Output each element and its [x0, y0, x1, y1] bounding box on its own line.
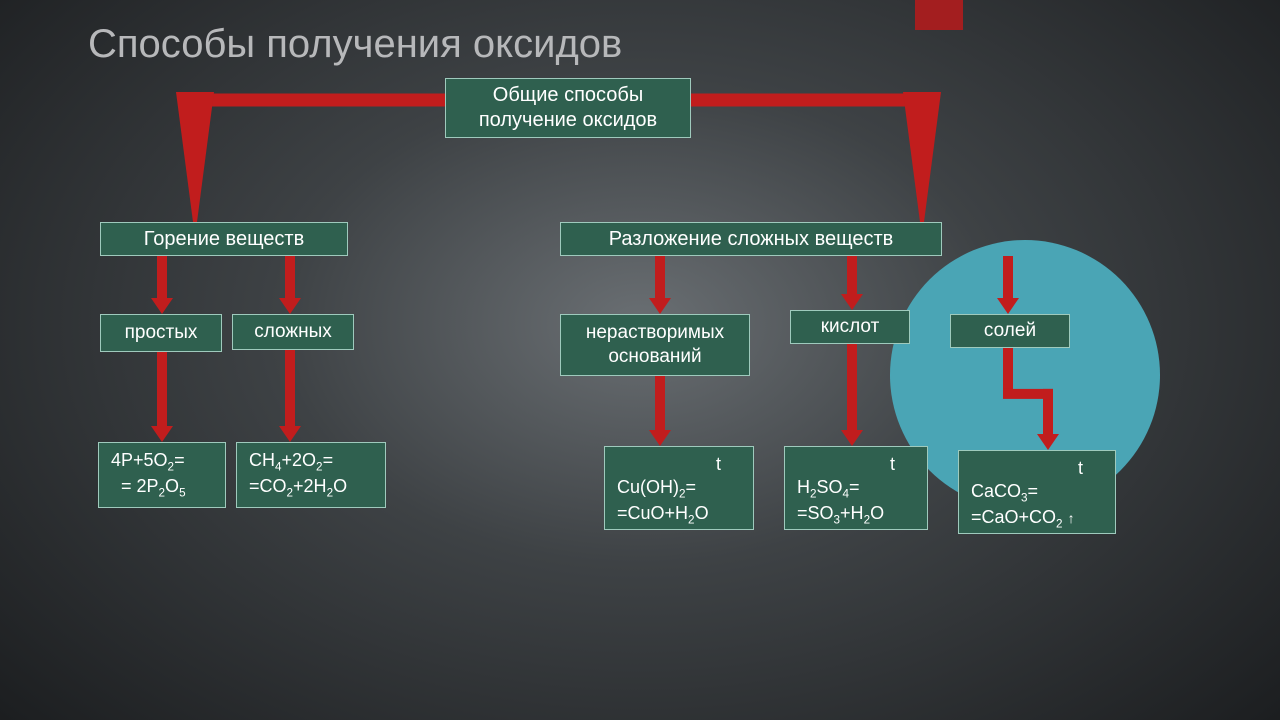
box-b2c: солей — [950, 314, 1070, 348]
box-f5: tCaCO3==CaO+CO2 ↑ — [958, 450, 1116, 534]
box-b2a: нерастворимых оснований — [560, 314, 750, 376]
box-b2: Разложение сложных веществ — [560, 222, 942, 256]
box-b2b: кислот — [790, 310, 910, 344]
box-f4: tH2SO4==SO3+H2O — [784, 446, 928, 530]
box-b1b: сложных — [232, 314, 354, 350]
box-f2: CH4+2O2==CO2+2H2O — [236, 442, 386, 508]
box-f1: 4P+5O2= = 2P2O5 — [98, 442, 226, 508]
box-root: Общие способы получение оксидов — [445, 78, 691, 138]
box-b1a: простых — [100, 314, 222, 352]
box-b1: Горение веществ — [100, 222, 348, 256]
box-f3: tCu(OH)2==CuO+H2O — [604, 446, 754, 530]
